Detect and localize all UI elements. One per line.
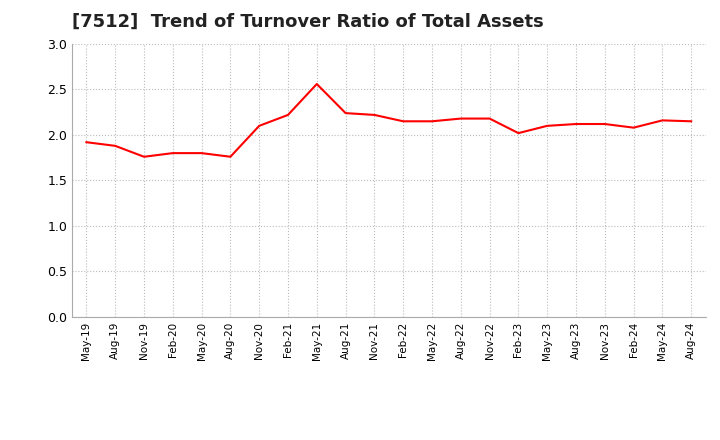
Text: [7512]  Trend of Turnover Ratio of Total Assets: [7512] Trend of Turnover Ratio of Total … xyxy=(72,13,544,31)
